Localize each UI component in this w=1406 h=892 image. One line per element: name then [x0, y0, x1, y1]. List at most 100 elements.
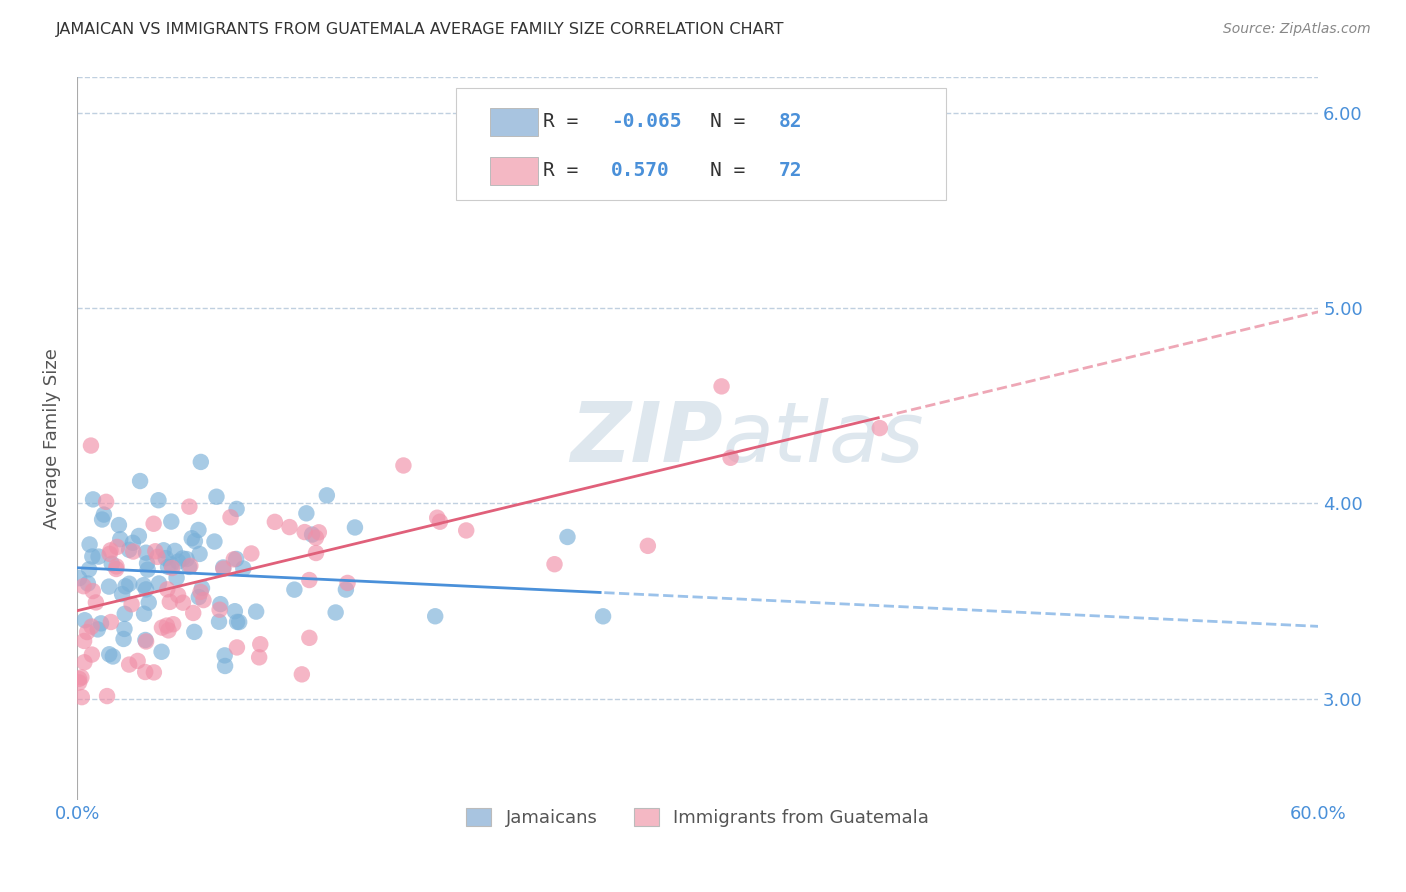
Point	[176, 552, 198, 566]
Point	[91, 512, 114, 526]
Point	[160, 515, 183, 529]
Point	[247, 650, 270, 665]
Point	[129, 474, 152, 488]
Point	[180, 531, 202, 545]
Point	[190, 455, 212, 469]
Point	[291, 667, 314, 681]
Point	[100, 557, 122, 571]
Point	[111, 587, 134, 601]
Point	[249, 637, 271, 651]
Text: 72: 72	[779, 161, 801, 179]
Point	[869, 421, 891, 435]
Point	[148, 493, 170, 508]
Point	[224, 604, 246, 618]
Text: ZIP: ZIP	[569, 399, 723, 479]
Point	[301, 527, 323, 541]
Point	[162, 617, 184, 632]
Point	[179, 500, 201, 514]
Point	[295, 506, 318, 520]
Point	[315, 488, 337, 502]
Point	[100, 543, 122, 558]
Point	[114, 579, 136, 593]
Y-axis label: Average Family Size: Average Family Size	[44, 349, 60, 529]
Point	[155, 551, 177, 566]
FancyBboxPatch shape	[491, 157, 537, 185]
Point	[84, 595, 107, 609]
Point	[557, 530, 579, 544]
Point	[214, 659, 236, 673]
Point	[143, 544, 166, 558]
Point	[142, 665, 165, 680]
Text: R =: R =	[543, 161, 589, 179]
Point	[108, 518, 131, 533]
Point	[82, 549, 104, 564]
Point	[118, 576, 141, 591]
Point	[159, 595, 181, 609]
Point	[187, 523, 209, 537]
Point	[86, 623, 108, 637]
Point	[179, 558, 201, 573]
Point	[70, 690, 93, 705]
Point	[225, 552, 247, 566]
Point	[112, 632, 135, 646]
Point	[135, 582, 157, 597]
Point	[142, 516, 165, 531]
Text: N =: N =	[710, 161, 756, 179]
Point	[209, 597, 232, 611]
Point	[67, 675, 90, 690]
Point	[135, 634, 157, 648]
Point	[183, 624, 205, 639]
FancyBboxPatch shape	[456, 88, 946, 201]
Point	[429, 515, 451, 529]
Point	[67, 571, 90, 585]
Point	[121, 536, 143, 550]
Point	[263, 515, 285, 529]
Point	[219, 510, 242, 524]
Point	[118, 542, 141, 557]
Point	[127, 654, 149, 668]
Point	[205, 490, 228, 504]
Point	[70, 670, 93, 684]
Point	[96, 689, 118, 703]
Point	[76, 625, 98, 640]
Point	[156, 582, 179, 597]
Point	[426, 510, 449, 524]
Point	[80, 439, 103, 453]
Point	[110, 532, 132, 546]
Point	[72, 579, 94, 593]
Point	[212, 560, 235, 574]
Point	[157, 559, 180, 574]
Point	[98, 547, 121, 561]
Point	[283, 582, 305, 597]
Point	[305, 531, 328, 545]
Point	[136, 557, 159, 571]
Point	[132, 607, 155, 621]
Point	[245, 605, 267, 619]
Point	[100, 615, 122, 629]
Point	[82, 492, 104, 507]
Point	[160, 561, 183, 575]
Text: R =: R =	[543, 112, 589, 131]
Point	[208, 603, 231, 617]
Point	[122, 544, 145, 558]
Point	[134, 632, 156, 647]
Point	[222, 552, 245, 566]
Point	[187, 590, 209, 604]
Point	[114, 622, 136, 636]
Point	[73, 613, 96, 627]
Point	[637, 539, 659, 553]
Point	[156, 618, 179, 632]
Point	[190, 585, 212, 599]
Point	[232, 561, 254, 575]
Point	[134, 665, 156, 679]
Point	[79, 537, 101, 551]
Point	[87, 549, 110, 564]
Point	[543, 558, 565, 572]
Point	[118, 657, 141, 672]
Point	[135, 546, 157, 560]
Point	[82, 584, 104, 599]
Point	[172, 596, 194, 610]
Point	[172, 551, 194, 566]
Point	[225, 502, 247, 516]
Text: N =: N =	[710, 112, 756, 131]
